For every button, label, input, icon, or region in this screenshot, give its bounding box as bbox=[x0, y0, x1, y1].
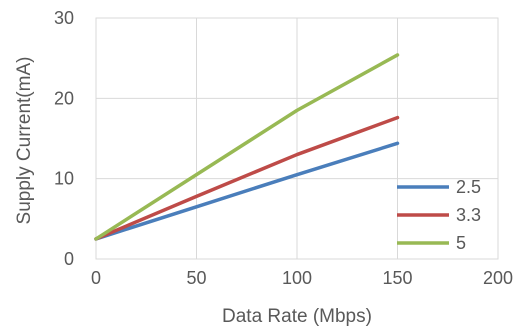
y-axis-title: Supply Current(mA) bbox=[14, 57, 35, 225]
legend-label: 2.5 bbox=[456, 177, 481, 197]
series-line-3-3 bbox=[94, 115, 400, 241]
x-tick-label: 50 bbox=[186, 268, 206, 288]
x-tick-label: 200 bbox=[483, 268, 513, 288]
x-tick-labels: 0 50 100 150 200 bbox=[91, 268, 513, 288]
x-tick-label: 100 bbox=[282, 268, 312, 288]
grid-lines bbox=[95, 17, 499, 260]
plot-area bbox=[95, 17, 499, 260]
x-tick-label: 150 bbox=[382, 268, 412, 288]
y-tick-label: 0 bbox=[64, 249, 74, 269]
y-tick-label: 30 bbox=[54, 8, 74, 28]
legend: 2.5 3.3 5 bbox=[397, 177, 481, 253]
x-axis-title: Data Rate (Mbps) bbox=[222, 306, 372, 327]
series-group bbox=[94, 53, 400, 241]
y-tick-label: 20 bbox=[54, 88, 74, 108]
y-tick-labels: 0 10 20 30 bbox=[54, 8, 74, 269]
legend-label: 3.3 bbox=[456, 205, 481, 225]
x-tick-label: 0 bbox=[91, 268, 101, 288]
legend-label: 5 bbox=[456, 233, 466, 253]
series-line-5 bbox=[94, 53, 400, 241]
y-tick-label: 10 bbox=[54, 169, 74, 189]
series-line-2-5 bbox=[94, 141, 400, 241]
